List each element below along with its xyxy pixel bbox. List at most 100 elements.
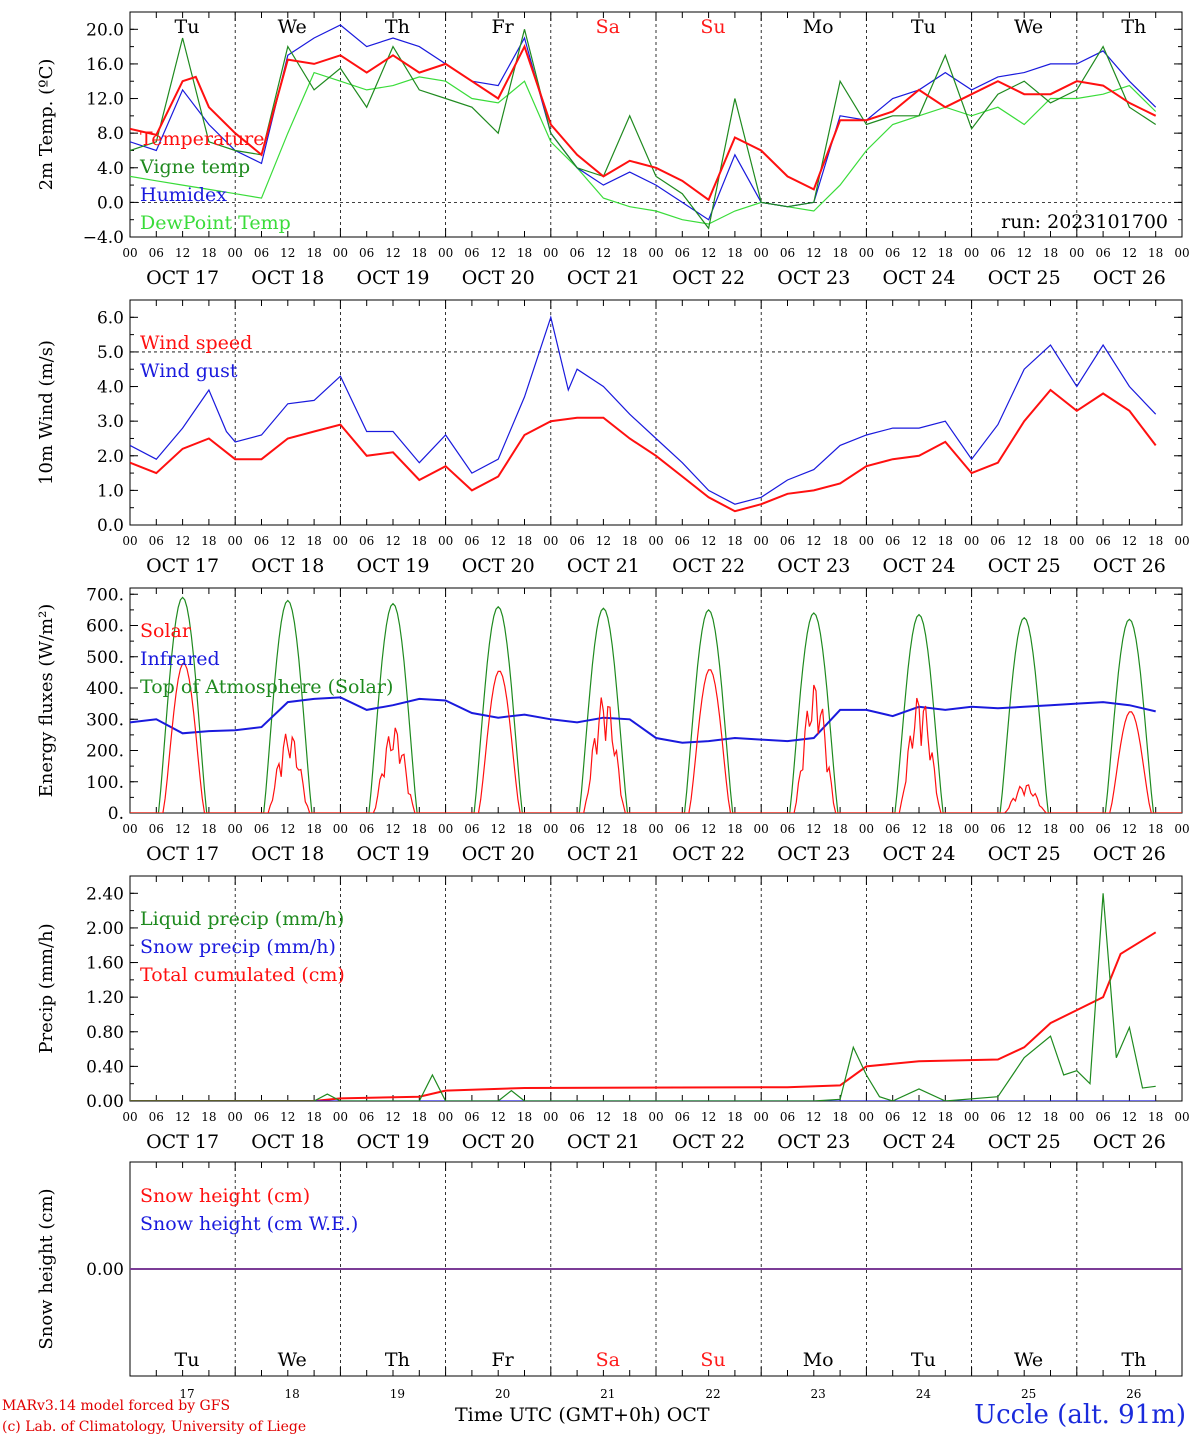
hour-tick-label: 06 bbox=[464, 246, 479, 260]
hour-tick-label: 12 bbox=[911, 246, 926, 260]
hour-tick-label: 12 bbox=[806, 822, 821, 836]
hour-tick-label: 00 bbox=[964, 534, 979, 548]
hour-tick-label: 12 bbox=[596, 822, 611, 836]
hour-tick-label: 12 bbox=[1017, 534, 1032, 548]
day-number-1: 17 bbox=[179, 1387, 194, 1401]
hour-tick-label: 06 bbox=[254, 246, 269, 260]
hour-tick-label: 12 bbox=[806, 1110, 821, 1124]
hour-tick-label: 00 bbox=[1069, 534, 1084, 548]
y-tick-label: 16.0 bbox=[86, 55, 124, 75]
y-axis-label: Energy fluxes (W/m²) bbox=[36, 604, 57, 798]
panel-frame bbox=[129, 587, 1183, 814]
date-label: OCT 26 bbox=[1093, 1131, 1166, 1153]
hour-tick-label: 06 bbox=[675, 534, 690, 548]
legend-entry-2: Snow height (cm W.E.) bbox=[140, 1213, 358, 1235]
hour-tick-label: 18 bbox=[517, 246, 532, 260]
y-tick-label: 0.00 bbox=[86, 1260, 124, 1280]
hour-tick-label: 06 bbox=[780, 822, 795, 836]
y-axis-label: Snow height (cm) bbox=[36, 1188, 57, 1349]
hour-tick-label: 12 bbox=[385, 534, 400, 548]
hour-tick-label: 12 bbox=[1122, 534, 1137, 548]
y-axis-label: Precip (mm/h) bbox=[36, 923, 57, 1053]
hour-tick-label: 00 bbox=[648, 822, 663, 836]
hour-tick-label: 18 bbox=[622, 534, 637, 548]
date-label: OCT 18 bbox=[251, 843, 324, 865]
hour-tick-label: 12 bbox=[280, 246, 295, 260]
hour-tick-label: 00 bbox=[438, 822, 453, 836]
hour-tick-label: 18 bbox=[201, 822, 216, 836]
y-tick-label: 1.60 bbox=[86, 954, 124, 974]
weekday-bottom-9: We bbox=[1014, 1349, 1043, 1371]
series-line-2 bbox=[130, 315, 1157, 505]
weekday-top-8: Tu bbox=[911, 16, 936, 38]
hour-tick-label: 00 bbox=[543, 822, 558, 836]
date-label: OCT 18 bbox=[251, 1131, 324, 1153]
y-tick-label: −4.0 bbox=[83, 228, 124, 248]
hour-tick-label: 12 bbox=[175, 534, 190, 548]
hour-tick-label: 12 bbox=[491, 1110, 506, 1124]
y-tick-label: 5.0 bbox=[97, 343, 124, 363]
hour-tick-label: 00 bbox=[333, 534, 348, 548]
hour-tick-label: 18 bbox=[938, 246, 953, 260]
hour-tick-label: 00 bbox=[648, 1110, 663, 1124]
hour-tick-label: 00 bbox=[1174, 822, 1189, 836]
date-label: OCT 22 bbox=[672, 267, 745, 289]
series-line-1 bbox=[130, 388, 1157, 513]
day-number-3: 19 bbox=[390, 1387, 405, 1401]
date-label: OCT 22 bbox=[672, 843, 745, 865]
weekday-top-7: Mo bbox=[803, 16, 834, 38]
hour-tick-label: 12 bbox=[701, 534, 716, 548]
hour-tick-label: 18 bbox=[622, 246, 637, 260]
date-label: OCT 21 bbox=[567, 843, 640, 865]
weekday-bottom-3: Th bbox=[385, 1349, 410, 1371]
y-tick-label: 20.0 bbox=[86, 20, 124, 40]
hour-tick-label: 00 bbox=[333, 246, 348, 260]
weekday-bottom-5: Sa bbox=[596, 1349, 620, 1371]
hour-tick-label: 00 bbox=[543, 534, 558, 548]
y-tick-label: 300. bbox=[86, 710, 124, 730]
date-label: OCT 19 bbox=[356, 1131, 429, 1153]
hour-tick-label: 18 bbox=[832, 534, 847, 548]
hour-tick-label: 06 bbox=[149, 246, 164, 260]
weekday-top-10: Th bbox=[1121, 16, 1146, 38]
legend-entry-1: Liquid precip (mm/h) bbox=[140, 908, 344, 930]
y-tick-label: 500. bbox=[86, 648, 124, 668]
date-label: OCT 23 bbox=[777, 1131, 850, 1153]
hour-tick-label: 06 bbox=[780, 246, 795, 260]
hour-tick-label: 00 bbox=[1174, 1110, 1189, 1124]
hour-tick-label: 18 bbox=[306, 822, 321, 836]
hour-tick-label: 18 bbox=[832, 1110, 847, 1124]
hour-tick-label: 06 bbox=[149, 534, 164, 548]
weekday-bottom-4: Fr bbox=[491, 1349, 514, 1371]
hour-tick-label: 12 bbox=[280, 1110, 295, 1124]
hour-tick-label: 12 bbox=[596, 1110, 611, 1124]
hour-tick-label: 06 bbox=[885, 246, 900, 260]
hour-tick-label: 06 bbox=[675, 822, 690, 836]
hour-tick-label: 12 bbox=[385, 1110, 400, 1124]
weekday-bottom-10: Th bbox=[1121, 1349, 1146, 1371]
weekday-top-6: Su bbox=[700, 16, 725, 38]
date-label: OCT 21 bbox=[567, 1131, 640, 1153]
hour-tick-label: 06 bbox=[149, 822, 164, 836]
hour-tick-label: 00 bbox=[228, 1110, 243, 1124]
hour-tick-label: 06 bbox=[990, 246, 1005, 260]
date-label: OCT 17 bbox=[146, 843, 219, 865]
date-label: OCT 22 bbox=[672, 1131, 745, 1153]
y-tick-label: 2.0 bbox=[97, 447, 124, 467]
y-tick-label: 4.0 bbox=[97, 159, 124, 179]
hour-tick-label: 00 bbox=[438, 534, 453, 548]
hour-tick-label: 00 bbox=[754, 246, 769, 260]
month-label: OCT bbox=[666, 1404, 710, 1426]
date-label: OCT 20 bbox=[462, 555, 535, 577]
series-line-3 bbox=[130, 931, 1157, 1101]
hour-tick-label: 12 bbox=[1122, 246, 1137, 260]
hour-tick-label: 18 bbox=[517, 1110, 532, 1124]
hour-tick-label: 06 bbox=[885, 534, 900, 548]
hour-tick-label: 12 bbox=[385, 822, 400, 836]
hour-tick-label: 18 bbox=[938, 822, 953, 836]
hour-tick-label: 12 bbox=[1122, 1110, 1137, 1124]
hour-tick-label: 12 bbox=[175, 1110, 190, 1124]
hour-tick-label: 00 bbox=[754, 1110, 769, 1124]
y-tick-label: 12.0 bbox=[86, 90, 124, 110]
